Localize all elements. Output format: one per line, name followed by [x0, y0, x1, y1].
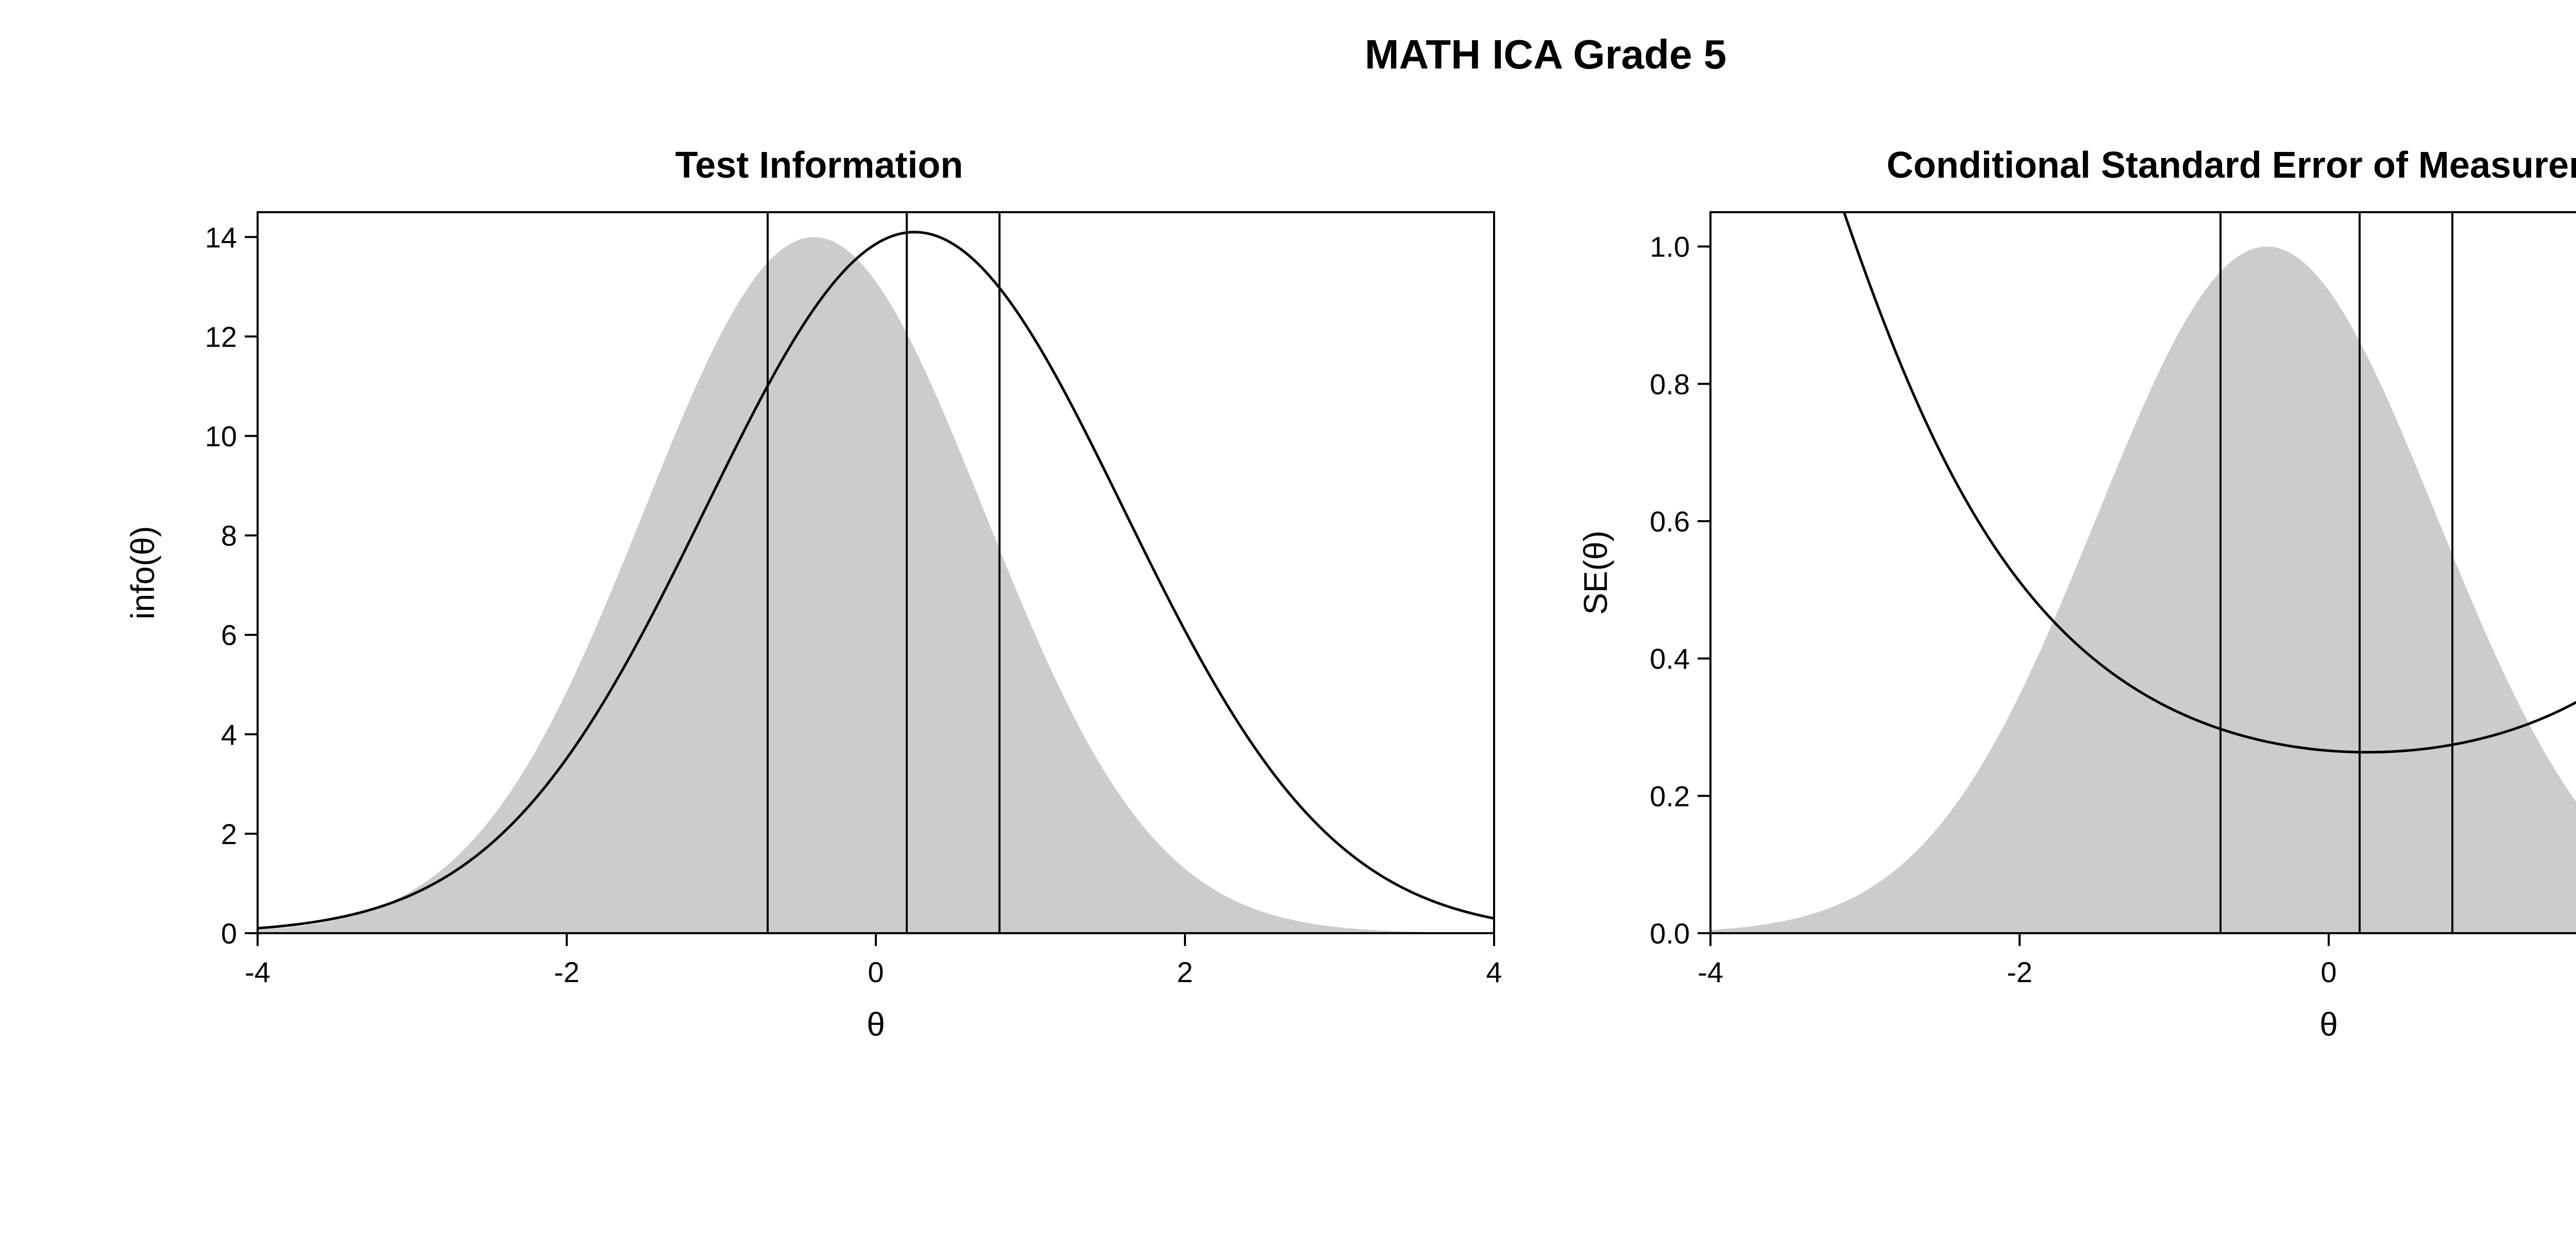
svg-text:10: 10: [205, 420, 237, 452]
svg-text:0.2: 0.2: [1650, 780, 1690, 812]
left-panel: Test Information -4 -2 0 2 4 0 2 4 6 8 10 12 14 info…: [124, 144, 1515, 1046]
svg-text:0.4: 0.4: [1650, 643, 1690, 675]
svg-text:0: 0: [221, 917, 237, 950]
svg-text:2: 2: [1177, 956, 1193, 988]
svg-text:12: 12: [205, 320, 237, 353]
svg-text:0.8: 0.8: [1650, 368, 1690, 400]
left-x-axis-label: θ: [258, 1005, 1494, 1043]
svg-text:2: 2: [221, 818, 237, 850]
svg-text:0: 0: [2320, 956, 2336, 988]
svg-text:0.0: 0.0: [1650, 917, 1690, 950]
svg-text:6: 6: [221, 619, 237, 651]
right-y-axis-label: SE(θ): [1577, 212, 1618, 933]
left-plot-wrap: -4 -2 0 2 4 0 2 4 6 8 10 12 14 info(θ) θ: [124, 202, 1515, 1046]
panels-row: Test Information -4 -2 0 2 4 0 2 4 6 8 10 12 14 info…: [0, 144, 2576, 1046]
right-x-axis-label: θ: [1710, 1005, 2576, 1043]
svg-text:1.0: 1.0: [1650, 231, 1690, 263]
page: MATH ICA Grade 5 Test Information -4 -2 0 2…: [0, 0, 2576, 1236]
svg-text:0.6: 0.6: [1650, 505, 1690, 538]
left-y-axis-label: info(θ): [124, 212, 165, 933]
svg-text:-2: -2: [2007, 956, 2032, 988]
svg-text:14: 14: [205, 221, 237, 253]
svg-text:-4: -4: [245, 956, 270, 988]
svg-text:4: 4: [1486, 956, 1502, 988]
right-plot-wrap: -4-20240.00.20.40.60.81.0 SE(θ) θ: [1577, 202, 2576, 1046]
svg-text:4: 4: [221, 718, 237, 751]
left-chart-svg: -4 -2 0 2 4 0 2 4 6 8 10 12 14: [124, 202, 1515, 1046]
right-panel-title: Conditional Standard Error of Measuremen…: [1577, 144, 2576, 186]
svg-text:-2: -2: [554, 956, 580, 988]
svg-text:-4: -4: [1698, 956, 1723, 988]
right-chart-svg: -4-20240.00.20.40.60.81.0: [1577, 202, 2576, 1046]
svg-text:0: 0: [868, 956, 884, 988]
left-panel-title: Test Information: [124, 144, 1515, 186]
main-title: MATH ICA Grade 5: [0, 31, 2576, 78]
svg-text:8: 8: [221, 520, 237, 552]
right-panel: Conditional Standard Error of Measuremen…: [1577, 144, 2576, 1046]
